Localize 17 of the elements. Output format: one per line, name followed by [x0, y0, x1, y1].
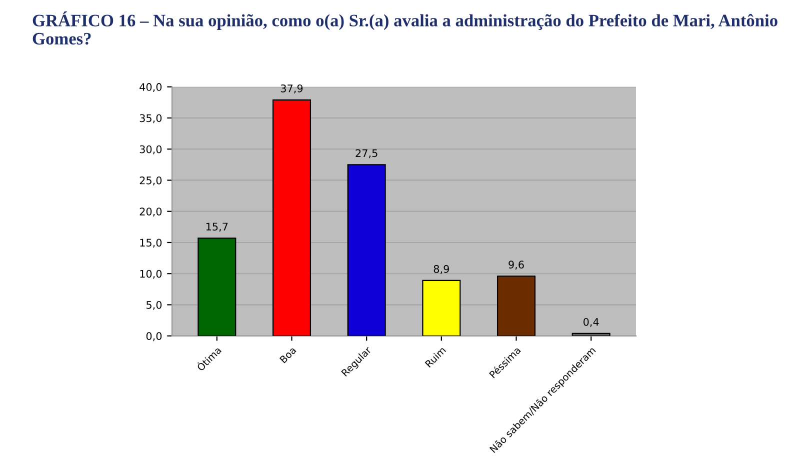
- y-tick-label: 0,0: [146, 332, 162, 342]
- y-tick-label: 40,0: [140, 83, 162, 92]
- y-tick-label: 10,0: [140, 270, 162, 279]
- x-tick-label: Boa: [279, 346, 296, 364]
- y-tick-label: 35,0: [140, 114, 162, 124]
- data-label: 15,7: [206, 222, 228, 232]
- data-label: 0,4: [584, 318, 599, 327]
- data-label: 27,5: [356, 149, 378, 158]
- y-tick-label: 15,0: [140, 238, 162, 248]
- y-tick-label: 5,0: [146, 300, 162, 310]
- y-tick-label: 20,0: [140, 208, 162, 217]
- data-label: 9,6: [508, 260, 524, 270]
- chart-title: GRÁFICO 16 – Na sua opinião, como o(a) Sr.(a) avalia a administração do Prefeito de Mari, Antônio Gomes?: [32, 11, 778, 45]
- y-tick-label: 30,0: [140, 145, 162, 154]
- data-label: 37,9: [280, 84, 303, 94]
- y-tick-label: 25,0: [140, 176, 162, 186]
- data-label: 8,9: [434, 265, 449, 274]
